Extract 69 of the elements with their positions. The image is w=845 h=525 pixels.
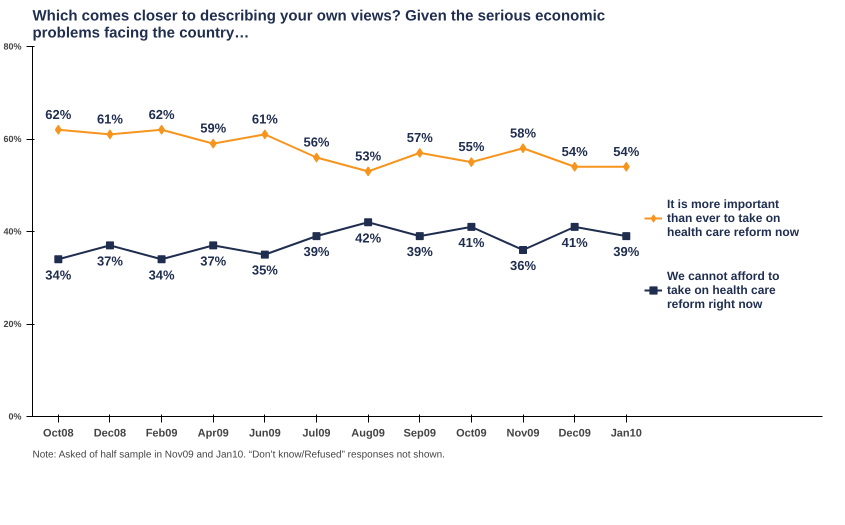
data-label: 56% [303, 134, 330, 150]
point [622, 232, 630, 240]
data-label: 54% [562, 144, 588, 159]
data-label: 57% [406, 130, 434, 145]
x-tick-label: Jul09 [302, 428, 331, 440]
point [519, 246, 528, 254]
x-tick-label: Jun09 [248, 428, 281, 440]
x-tick-label: Feb09 [146, 428, 178, 440]
point [261, 129, 268, 140]
data-label: 61% [252, 111, 278, 126]
data-label: 53% [355, 148, 382, 164]
y-tick-label: 60% [3, 134, 22, 144]
data-label: 62% [45, 106, 72, 122]
point [158, 124, 166, 135]
y-tick-label: 40% [3, 226, 22, 236]
point [416, 148, 424, 158]
x-tick-label: Apr09 [198, 428, 229, 440]
x-tick-label: Oct08 [43, 428, 74, 440]
point [209, 241, 218, 250]
point [210, 138, 217, 149]
data-label: 39% [406, 244, 434, 260]
point [312, 152, 320, 162]
x-tick-label: Dec09 [558, 428, 591, 440]
text: Note: Asked of half sample in Nov09 and Jan10. “Don’t know/Refused” responses not shown. [32, 450, 445, 460]
data-label: 37% [200, 253, 227, 268]
data-label: 41% [562, 234, 588, 250]
x-tick-label: Oct09 [456, 428, 487, 440]
data-label: 62% [148, 106, 176, 122]
point [106, 129, 114, 140]
x-tick-label: Nov09 [506, 428, 540, 440]
data-label: 41% [458, 234, 485, 250]
point [468, 157, 475, 168]
y-tick-label: 0% [8, 412, 22, 422]
data-label: 59% [200, 120, 227, 136]
data-label: 35% [252, 262, 278, 278]
data-label: 37% [96, 253, 124, 268]
point [467, 222, 476, 231]
point [416, 232, 424, 240]
y-tick-label: 20% [3, 319, 22, 329]
data-label: 34% [45, 267, 72, 282]
data-label: 55% [458, 139, 485, 154]
data-label: 54% [613, 144, 640, 159]
data-label: 39% [613, 244, 640, 260]
data-label: 42% [355, 230, 382, 246]
point [520, 143, 527, 154]
legend-label: It is more important than ever to take on health care reform now [667, 197, 800, 239]
point [106, 241, 114, 250]
point [571, 162, 578, 172]
x-tick-label: Jan10 [610, 428, 642, 440]
point [312, 232, 320, 240]
legend-label: We cannot afford to take on health care reform right now [667, 269, 780, 311]
x-tick-label: Aug09 [351, 428, 385, 440]
data-label: 34% [148, 267, 176, 282]
data-label: 58% [510, 125, 536, 140]
point [260, 250, 269, 259]
point [54, 255, 62, 264]
chart-title: Which comes closer to describing your own views? Given the serious economic problems facing the country… [32, 8, 606, 42]
point [158, 255, 166, 264]
point [364, 166, 372, 176]
x-tick-label: Sep09 [404, 428, 436, 440]
data-label: 39% [303, 244, 330, 260]
data-label: 36% [510, 258, 536, 273]
point [364, 218, 372, 226]
y-tick-label: 80% [3, 42, 22, 52]
point [570, 222, 579, 231]
point [622, 162, 630, 172]
point [54, 124, 62, 135]
x-tick-label: Dec08 [94, 428, 126, 440]
data-label: 61% [96, 111, 124, 126]
